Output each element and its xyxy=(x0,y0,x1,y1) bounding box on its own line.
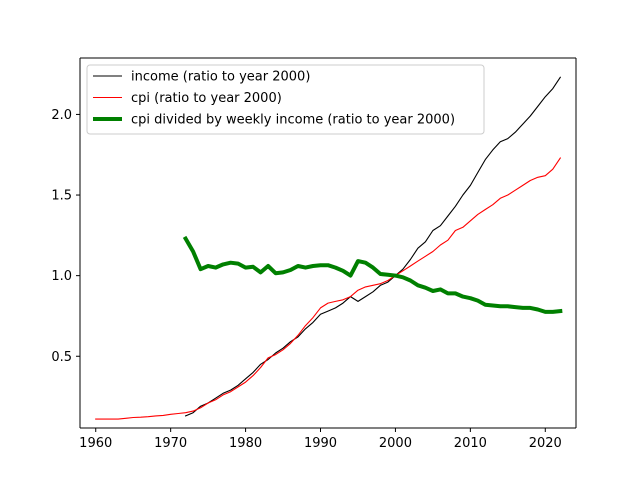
x-tick-label: 1960 xyxy=(79,436,112,451)
series-line-1 xyxy=(184,76,562,417)
y-tick-label: 1.5 xyxy=(51,189,72,204)
series-line-2 xyxy=(95,157,562,420)
axes-spines xyxy=(79,57,577,429)
y-tick-label: 1.0 xyxy=(51,269,72,284)
legend-label-1: income (ratio to year 2000) xyxy=(131,70,310,85)
x-tick-label: 1990 xyxy=(304,436,337,451)
series-line-3 xyxy=(182,235,563,314)
legend-box xyxy=(86,64,485,135)
x-tick-label: 1970 xyxy=(154,436,187,451)
x-tick-label: 2000 xyxy=(379,436,412,451)
x-axis: 1960 1970 1980 1990 2000 2010 2020 xyxy=(79,428,562,451)
x-tick-label: 2010 xyxy=(454,436,487,451)
legend: income (ratio to year 2000) cpi (ratio to… xyxy=(86,64,485,135)
y-tick-label: 2.0 xyxy=(51,108,72,123)
x-tick-label: 2020 xyxy=(529,436,562,451)
series-layer xyxy=(95,76,563,420)
x-tick-label: 1980 xyxy=(229,436,262,451)
legend-label-3: cpi divided by weekly income (ratio to y… xyxy=(131,113,455,128)
legend-label-2: cpi (ratio to year 2000) xyxy=(131,91,282,106)
y-tick-label: 0.5 xyxy=(51,350,72,365)
y-axis: 0.5 1.0 1.5 2.0 xyxy=(51,108,80,365)
